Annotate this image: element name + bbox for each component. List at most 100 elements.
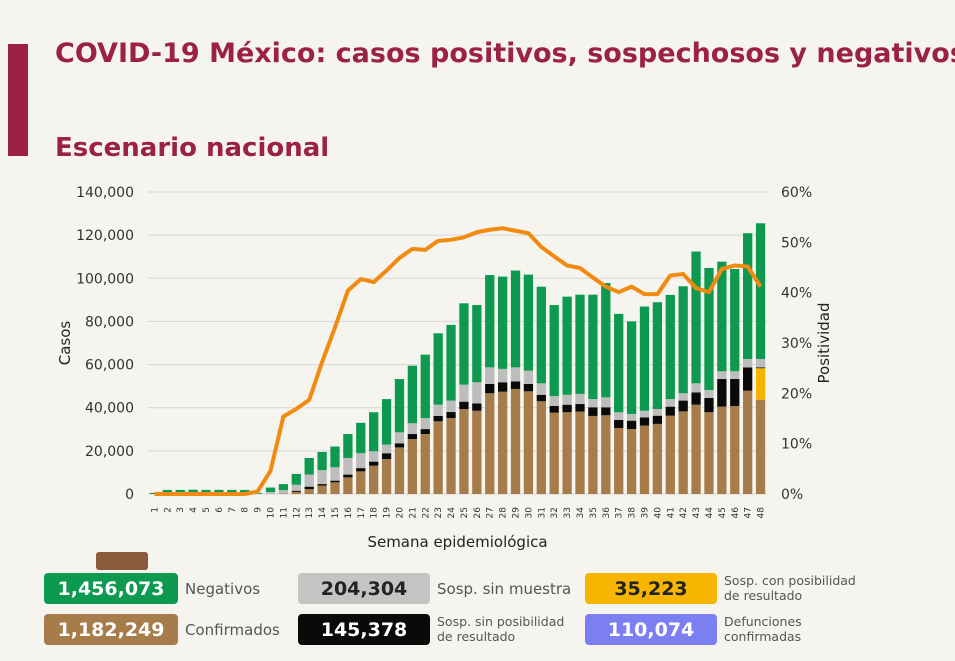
bar-segment [330,467,340,481]
legend-sin-muestra-value: 204,304 [298,573,430,604]
y2-tick-label: 10% [781,437,812,453]
bar-segment [175,489,185,494]
bar-segment [601,407,611,416]
x-tick-label: 14 [318,507,328,519]
y-tick-label: 60,000 [85,358,134,374]
bar-segment [317,484,327,486]
bar-segment [704,390,714,399]
bar-segment [497,276,508,369]
bar-segment [459,401,469,410]
bar-segment [446,418,456,494]
bar-segment [304,489,314,494]
x-axis-title: Semana epidemiológica [367,533,547,551]
bar-segment [691,404,701,494]
bar-segment [330,446,340,468]
x-tick-label: 48 [757,507,767,519]
legend-sin-posibilidad-label: Sosp. sin posibilidad de resultado [437,614,565,644]
bar-segment [472,403,482,411]
bar-segment [743,233,753,359]
y2-tick-label: 50% [781,235,812,251]
x-tick-label: 19 [383,507,393,519]
bar-segment [369,461,379,466]
x-tick-label: 47 [744,507,754,518]
bar-segment [691,383,701,393]
bar-segment [665,415,675,494]
bar-segment [446,324,456,401]
bar-segment [523,383,534,392]
x-tick-label: 16 [344,507,354,519]
bar-segment [304,474,314,487]
bar-segment [626,429,637,494]
x-tick-label: 33 [563,507,573,518]
bar-segment [381,459,392,494]
accent-bar [8,44,28,156]
bar-segment [433,421,443,494]
bar-segment [330,480,340,483]
legend-con-posibilidad-value: 35,223 [585,573,717,604]
bar-segment [717,371,727,380]
bar-segment [472,410,482,494]
bar-segment [717,261,727,372]
x-tick-label: 5 [202,507,212,513]
bar-segment [562,394,572,405]
bar-segment [485,393,495,494]
bar-segment [562,296,572,395]
legend-negativos-value: 1,456,073 [44,573,178,604]
bar-segment [188,489,198,494]
y2-tick-label: 40% [781,286,812,302]
bar-segment [704,412,714,494]
bar-segment [678,286,688,394]
bar-segment [369,465,379,494]
bar-segment [497,382,508,392]
bar-segment [575,404,585,412]
bar-segment [639,410,650,418]
bar-segment [536,383,546,395]
x-tick-label: 24 [447,507,457,519]
bar-segment [639,425,650,494]
bar-segment [717,379,727,407]
x-tick-label: 9 [254,507,264,513]
bar-segment [510,367,521,382]
x-tick-label: 21 [408,507,418,518]
bar-segment [678,411,688,494]
bar-segment [497,391,508,494]
bar-segment [394,379,405,433]
x-tick-label: 3 [176,507,186,513]
bar-segment [394,447,405,494]
bar-segment [652,302,663,410]
bar-segment [601,283,611,398]
bar-segment [652,423,663,494]
bar-segment [691,251,701,384]
x-tick-label: 35 [589,507,599,518]
bar-segment [291,490,301,492]
x-tick-label: 26 [473,507,483,519]
bar-segment [549,412,559,494]
bar-segment [407,434,418,439]
x-tick-label: 2 [163,507,173,513]
x-tick-label: 37 [615,507,625,518]
x-tick-label: 25 [460,507,470,518]
bar-segment [691,392,701,405]
x-tick-label: 11 [279,507,289,518]
bar-segment [536,286,546,384]
bar-segment [678,400,688,412]
bar-segment [614,412,624,421]
x-tick-label: 13 [305,507,315,518]
bar-segment [575,393,585,405]
y2-axis-title: Positividad [815,303,833,384]
bar-segment [665,399,675,407]
bar-segment [755,367,766,369]
bar-segment [588,415,598,494]
y2-tick-label: 30% [781,336,812,352]
bar-segment [420,418,430,430]
bar-segment [704,398,714,413]
bar-segment [433,404,443,416]
bar-segment [614,420,624,428]
bar-segment [536,401,546,494]
bar-segment [575,411,585,494]
page-title: COVID-19 México: casos positivos, sospec… [55,38,955,69]
bar-segment [394,443,405,448]
bar-segment [433,415,443,422]
bar-segment [614,427,624,494]
bar-segment [446,400,456,413]
